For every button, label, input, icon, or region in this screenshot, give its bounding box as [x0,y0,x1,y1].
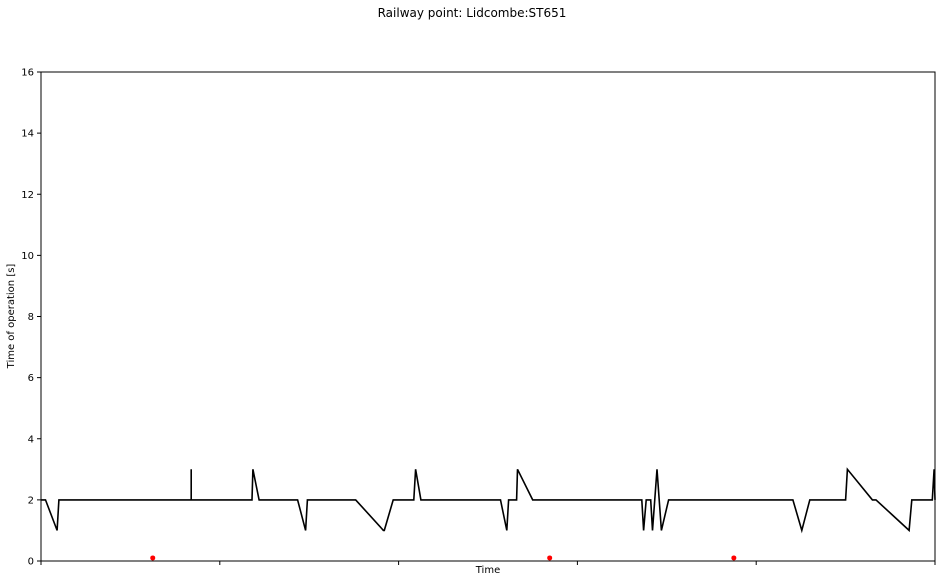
y-tick-label: 2 [28,495,34,506]
event-marker [150,555,156,561]
plot-frame [40,71,936,562]
plot-area: 0 2 4 6 8 10 12 14 16 [21,68,936,568]
y-tick-label: 10 [21,251,34,262]
y-tick-label: 4 [28,434,34,445]
series-line [41,467,936,534]
chart-title: Railway point: Lidcombe:ST651 [378,6,567,20]
x-axis-ticks [40,561,936,565]
x-axis-label: Time [475,565,500,576]
y-tick-label: 8 [28,312,34,323]
event-marker [547,555,553,561]
y-tick-label: 12 [21,190,34,201]
y-axis-label: Time of operation [s] [6,264,17,370]
y-tick-label: 0 [28,557,34,568]
y-tick-label: 6 [28,373,34,384]
event-marker [731,555,737,561]
y-tick-label: 14 [21,129,34,140]
y-axis-ticks: 0 2 4 6 8 10 12 14 16 [21,68,41,568]
y-tick-label: 16 [21,68,34,79]
markers [150,555,737,561]
